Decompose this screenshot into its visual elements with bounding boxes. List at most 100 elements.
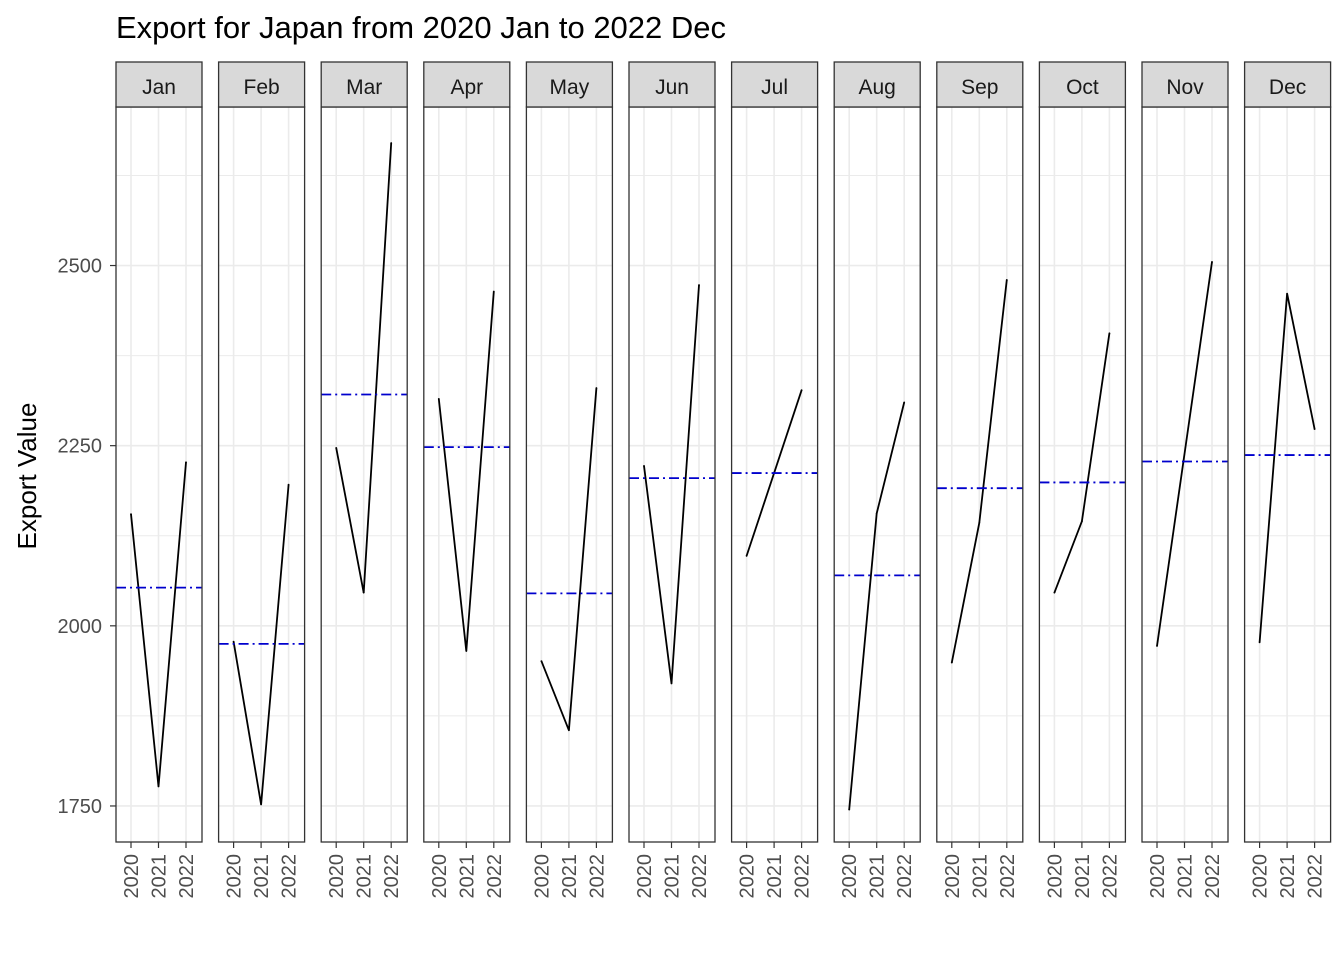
data-point [978,521,981,524]
y-axis-title: Export Value [12,403,42,550]
strip-label-jan: Jan [142,76,176,99]
strip-jul [730,61,819,108]
data-point [540,660,543,663]
facet-panel-sep: Sep 2020 2021 2022 [936,61,1024,899]
facet-panel-may: May 2020 2021 2022 [525,61,614,899]
x-tick-label-2021: 2021 [251,854,273,899]
x-tick-label-2022: 2022 [1099,854,1121,899]
strip-label-oct: Oct [1066,76,1099,99]
x-tick-label-2021: 2021 [559,854,581,899]
x-tick-label-2020: 2020 [1147,854,1169,899]
x-tick-label-2022: 2022 [689,854,711,899]
x-tick-label-2022: 2022 [381,854,403,899]
data-point [157,785,160,788]
x-tick-label-2022: 2022 [792,854,814,899]
data-point [437,397,440,400]
facet-panel-dec: Dec 2020 2021 2022 [1243,61,1332,899]
strip-aug [833,61,921,108]
facet-panel-apr: Apr 2020 2021 2022 [423,61,511,899]
strip-may [525,61,614,108]
x-tick-label-2022: 2022 [894,854,916,899]
strip-feb [217,61,306,108]
data-point [362,591,365,594]
facet-panel-jun: Jun 2020 2021 2022 [628,61,716,899]
x-tick-label-2021: 2021 [662,854,684,899]
x-tick-label-2021: 2021 [867,854,889,899]
facet-panel-mar: Mar 2020 2021 2022 [320,61,408,899]
x-tick-label-2021: 2021 [764,854,786,899]
x-tick-label-2021: 2021 [1072,854,1094,899]
x-tick-label-2021: 2021 [354,854,376,899]
x-tick-label-2020: 2020 [224,854,246,899]
x-tick-label-2022: 2022 [997,854,1019,899]
data-point [1005,279,1008,281]
data-point [903,401,906,404]
strip-jan [115,61,203,108]
x-tick-label-2022: 2022 [1305,854,1327,899]
facet-panel-feb: Feb 2020 2021 2022 [217,61,306,899]
data-point [698,284,700,286]
x-tick-label-2021: 2021 [456,854,478,899]
x-tick-label-2020: 2020 [737,854,759,899]
strip-apr [423,61,511,108]
data-point [130,513,132,516]
y-tick-label-1750: 1750 [58,796,103,818]
data-point [465,650,468,652]
x-tick-label-2022: 2022 [279,854,301,899]
strip-dec [1243,61,1332,108]
strip-nov [1141,61,1229,108]
data-point [492,290,495,293]
data-point [595,387,598,389]
strip-label-jul: Jul [761,76,788,99]
strip-label-apr: Apr [450,76,483,99]
x-tick-label-2022: 2022 [176,854,198,899]
facet-panel-oct: Oct 2020 2021 2022 [1038,61,1127,899]
data-point [390,142,393,144]
x-tick-label-2022: 2022 [1202,854,1224,899]
strip-sep [936,61,1024,108]
data-point [1108,332,1111,335]
facet-panel-jul: Jul 2020 2021 2022 [730,61,819,899]
data-point [950,661,953,664]
chart-title: Export for Japan from 2020 Jan to 2022 D… [116,10,727,45]
x-tick-label-2021: 2021 [1175,854,1197,899]
strip-label-nov: Nov [1166,76,1204,99]
x-tick-label-2020: 2020 [531,854,553,899]
x-tick-label-2020: 2020 [121,854,143,899]
x-tick-label-2022: 2022 [586,854,608,899]
x-tick-label-2021: 2021 [1277,854,1299,899]
strip-label-may: May [550,76,590,99]
data-point [848,808,851,811]
facet-panel-nov: Nov 2020 2021 2022 [1141,61,1229,899]
data-point [335,446,338,449]
x-tick-label-2020: 2020 [942,854,964,899]
data-point [1156,645,1158,647]
strip-mar [320,61,408,108]
y-axis-ticks: 1750 2000 2250 2500 [58,256,116,818]
x-tick-label-2020: 2020 [634,854,656,899]
x-tick-label-2020: 2020 [839,854,861,899]
data-point [800,389,803,392]
series-line-nov [1156,261,1213,647]
data-point [643,464,645,467]
x-tick-label-2020: 2020 [1044,854,1066,899]
x-tick-label-2020: 2020 [429,854,451,899]
x-tick-label-2022: 2022 [484,854,506,899]
data-point [260,803,262,806]
strip-label-mar: Mar [346,76,382,99]
data-point [568,729,570,732]
data-point [670,682,673,685]
strip-label-dec: Dec [1269,76,1306,99]
x-tick-label-2021: 2021 [969,854,991,899]
strip-jun [628,61,716,108]
data-point [232,640,235,643]
strip-label-jun: Jun [655,76,689,99]
x-tick-label-2021: 2021 [149,854,171,899]
y-tick-label-2500: 2500 [58,256,103,278]
strip-label-sep: Sep [961,76,998,99]
facet-panel-aug: Aug 2020 2021 2022 [833,61,921,899]
y-tick-label-2250: 2250 [58,436,103,458]
x-tick-label-2020: 2020 [326,854,348,899]
